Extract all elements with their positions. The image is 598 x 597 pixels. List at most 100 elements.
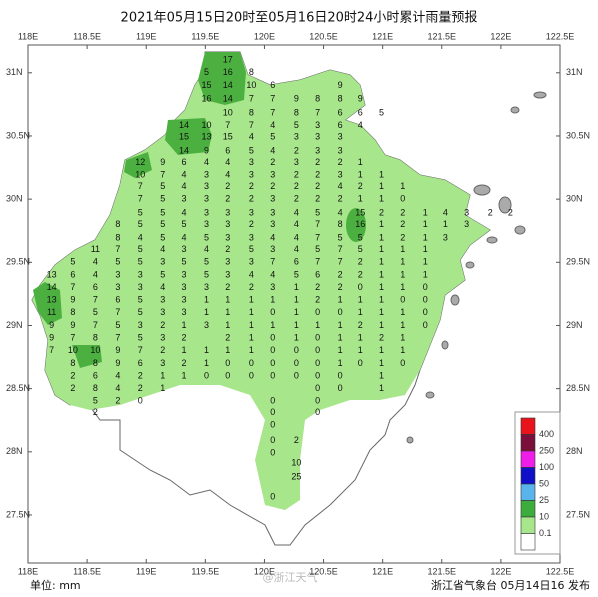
station-value: 1: [379, 383, 384, 393]
station-value: 0: [315, 307, 320, 317]
station-value: 1: [379, 295, 384, 305]
issuer: 浙江省气象台 05月14日16 发布: [431, 578, 590, 592]
station-value: 7: [93, 320, 98, 330]
legend-label: 50: [539, 478, 549, 488]
legend-swatch: [520, 483, 536, 501]
station-value: 4: [270, 269, 275, 279]
station-value: 2: [358, 181, 363, 191]
station-value: 1: [358, 170, 363, 180]
rain-patch: [165, 118, 212, 155]
legend-label: 10: [539, 511, 549, 521]
station-value: 2: [249, 282, 254, 292]
station-value: 7: [315, 233, 320, 243]
station-value: 9: [70, 295, 75, 305]
station-value: 6: [93, 282, 98, 292]
station-value: 3: [160, 358, 165, 368]
station-value: 2: [225, 194, 230, 204]
station-value: 3: [338, 146, 343, 156]
station-value: 8: [315, 94, 320, 104]
station-value: 2: [138, 383, 143, 393]
station-value: 0: [270, 358, 275, 368]
station-value: 7: [338, 244, 343, 254]
station-value: 6: [138, 358, 143, 368]
station-value: 7: [160, 170, 165, 180]
station-value: 9: [49, 320, 54, 330]
island: [406, 436, 414, 444]
station-value: 5: [138, 257, 143, 267]
y-tick-label: 28N: [566, 446, 583, 456]
station-value: 0: [270, 307, 275, 317]
station-value: 7: [115, 332, 120, 342]
unit-label: 单位: mm: [30, 578, 81, 592]
station-value: 3: [115, 282, 120, 292]
station-value: 6: [358, 108, 363, 118]
station-value: 6: [294, 257, 299, 267]
station-value: 0: [249, 358, 254, 368]
station-value: 1: [249, 320, 254, 330]
station-value: 2: [400, 219, 405, 229]
station-value: 1: [358, 295, 363, 305]
station-value: 5: [160, 269, 165, 279]
station-value: 1: [270, 295, 275, 305]
station-value: 3: [249, 170, 254, 180]
station-value: 3: [315, 146, 320, 156]
station-value: 3: [182, 194, 187, 204]
station-value: 1: [338, 332, 343, 342]
station-value: 16: [202, 94, 212, 104]
legend-swatch: [520, 533, 536, 551]
island: [510, 106, 520, 114]
x-tick-label: 120E: [254, 31, 275, 41]
station-value: 0: [225, 370, 230, 380]
station-value: 0: [204, 370, 209, 380]
station-value: 1: [400, 244, 405, 254]
x-tick-label: 122E: [490, 31, 511, 41]
station-value: 0: [338, 370, 343, 380]
station-value: 5: [93, 396, 98, 406]
station-value: 2: [182, 332, 187, 342]
station-value: 4: [182, 181, 187, 191]
x-tick-label: 122.5E: [546, 566, 575, 576]
x-tick-label: 122E: [490, 566, 511, 576]
station-value: 15: [179, 132, 189, 142]
station-value: 7: [270, 257, 275, 267]
station-value: 5: [270, 132, 275, 142]
station-value: 9: [160, 157, 165, 167]
station-value: 5: [138, 219, 143, 229]
station-value: 7: [115, 307, 120, 317]
station-value: 5: [160, 233, 165, 243]
station-value: 3: [338, 132, 343, 142]
station-value: 0: [294, 358, 299, 368]
station-value: 7: [270, 108, 275, 118]
y-tick-label: 30N: [6, 194, 23, 204]
station-value: 1: [400, 345, 405, 355]
station-value: 2: [294, 435, 299, 445]
x-tick-label: 121.5E: [428, 31, 457, 41]
station-value: 3: [249, 233, 254, 243]
station-value: 3: [138, 282, 143, 292]
station-value: 8: [115, 233, 120, 243]
station-value: 2: [225, 244, 230, 254]
station-value: 2: [358, 269, 363, 279]
station-value: 2: [249, 181, 254, 191]
station-value: 1: [379, 370, 384, 380]
rain-patch: [72, 345, 102, 368]
rain-patch: [33, 282, 62, 325]
station-value: 3: [443, 233, 448, 243]
y-tick-label: 29.5N: [566, 257, 590, 267]
station-value: 1: [379, 181, 384, 191]
station-value: 0: [249, 370, 254, 380]
station-value: 2: [70, 383, 75, 393]
station-value: 15: [355, 207, 365, 217]
station-value: 1: [358, 194, 363, 204]
station-value: 2: [508, 207, 513, 217]
station-value: 0: [315, 345, 320, 355]
station-value: 13: [47, 295, 57, 305]
station-value: 10: [291, 458, 301, 468]
station-value: 14: [223, 94, 233, 104]
station-value: 4: [115, 370, 120, 380]
station-value: 4: [338, 181, 343, 191]
station-value: 4: [182, 233, 187, 243]
station-value: 12: [135, 157, 145, 167]
x-tick-label: 121E: [372, 31, 393, 41]
